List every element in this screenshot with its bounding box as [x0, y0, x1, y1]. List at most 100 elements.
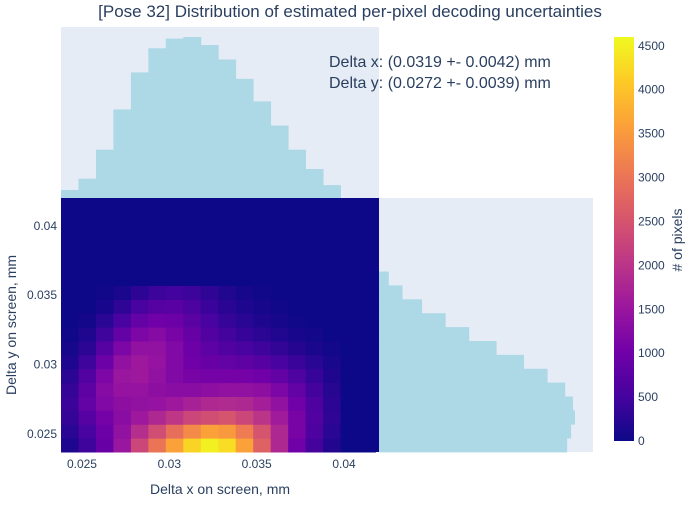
heatmap-cell — [130, 410, 149, 425]
marginal-x-bar — [183, 37, 202, 198]
colorbar-tick-label: 4000 — [638, 83, 665, 97]
heatmap-cell — [130, 354, 149, 370]
heatmap-cell — [288, 202, 307, 217]
heatmap-cell — [305, 424, 324, 439]
annotation-delta-y: Delta y: (0.0272 +- 0.0039) mm — [329, 75, 551, 92]
heatmap-cell — [165, 396, 184, 411]
colorbar-tick-label: 2500 — [638, 214, 665, 228]
heatmap-cell — [288, 243, 307, 259]
heatmap-cell — [61, 438, 79, 453]
heatmap-cell — [218, 327, 237, 342]
heatmap-cell — [358, 257, 377, 273]
heatmap-cell — [113, 438, 132, 453]
heatmap-cell — [253, 243, 272, 259]
heatmap-cell — [218, 257, 237, 273]
heatmap-cell — [165, 424, 184, 439]
heatmap-cell — [95, 424, 114, 439]
x-tick-label: 0.035 — [242, 457, 272, 471]
heatmap-cell — [130, 243, 149, 259]
heatmap-cell — [130, 216, 149, 231]
heatmap-cell — [218, 285, 237, 300]
heatmap-cell — [340, 327, 359, 342]
heatmap-cell — [183, 396, 202, 411]
heatmap-cell — [130, 424, 149, 439]
heatmap-cell — [61, 354, 79, 370]
heatmap-cell — [340, 299, 359, 314]
heatmap-cell — [113, 327, 132, 342]
heatmap-cell — [235, 299, 254, 314]
heatmap-cell — [323, 202, 342, 217]
heatmap-cell — [165, 327, 184, 342]
heatmap-cell — [113, 396, 132, 411]
heatmap-cell — [270, 396, 289, 411]
heatmap-cell — [305, 327, 324, 342]
heatmap-cell — [270, 229, 289, 245]
heatmap-cell — [218, 410, 237, 425]
heatmap-cell — [235, 229, 254, 245]
heatmap-cell — [218, 271, 237, 286]
heatmap-cell — [165, 382, 184, 397]
heatmap-cell — [235, 382, 254, 397]
heatmap-cell — [165, 299, 184, 314]
heatmap-cell — [218, 354, 237, 370]
heatmap-cell — [323, 382, 342, 397]
heatmap-cell — [358, 396, 377, 411]
heatmap-cell — [235, 368, 254, 384]
y-tick-label: 0.03 — [34, 358, 58, 372]
heatmap-cell — [288, 410, 307, 425]
heatmap-cell — [270, 382, 289, 397]
heatmap-cell — [305, 313, 324, 328]
heatmap-cell — [95, 299, 114, 314]
heatmap-cell — [323, 243, 342, 259]
heatmap-cell — [183, 410, 202, 425]
heatmap-cell — [288, 396, 307, 411]
heatmap-cell — [340, 340, 359, 356]
heatmap-cell — [323, 354, 342, 370]
heatmap-cell — [358, 438, 377, 453]
heatmap-cell — [200, 229, 219, 245]
heatmap-cell — [288, 313, 307, 328]
annotation-delta-x: Delta x: (0.0319 +- 0.0042) mm — [329, 54, 551, 71]
heatmap-cell — [130, 257, 149, 273]
heatmap-cell — [358, 216, 377, 231]
heatmap-cell — [130, 285, 149, 300]
heatmap-cell — [113, 340, 132, 356]
colorbar-tick-label: 3500 — [638, 127, 665, 141]
heatmap-cell — [253, 229, 272, 245]
heatmap-cell — [78, 327, 97, 342]
heatmap-cell — [218, 382, 237, 397]
heatmap-cell — [200, 257, 219, 273]
heatmap-cell — [148, 396, 167, 411]
y-tick-label: 0.04 — [34, 219, 58, 233]
heatmap-cell — [165, 243, 184, 259]
heatmap-cell — [95, 313, 114, 328]
heatmap-cell — [148, 327, 167, 342]
heatmap-cell — [95, 382, 114, 397]
marginal-x-bar — [148, 48, 167, 198]
heatmap-cell — [183, 313, 202, 328]
heatmap-cell — [218, 424, 237, 439]
heatmap-cell — [288, 382, 307, 397]
heatmap-cell — [183, 271, 202, 286]
heatmap-cell — [270, 368, 289, 384]
heatmap-cell — [61, 410, 79, 425]
heatmap-cell — [253, 438, 272, 453]
heatmap-cell — [61, 396, 79, 411]
heatmap-cell — [218, 216, 237, 231]
heatmap-cell — [95, 243, 114, 259]
heatmap-cell — [183, 257, 202, 273]
heatmap-cell — [340, 438, 359, 453]
heatmap-cell — [270, 299, 289, 314]
heatmap-cell — [323, 438, 342, 453]
heatmap-cell — [95, 410, 114, 425]
heatmap-cell — [78, 313, 97, 328]
heatmap-cell — [61, 368, 79, 384]
heatmap-cell — [340, 202, 359, 217]
heatmap-cell — [288, 438, 307, 453]
heatmap-cell — [200, 271, 219, 286]
heatmap-cell — [148, 368, 167, 384]
heatmap-cell — [95, 340, 114, 356]
heatmap-cell — [288, 257, 307, 273]
